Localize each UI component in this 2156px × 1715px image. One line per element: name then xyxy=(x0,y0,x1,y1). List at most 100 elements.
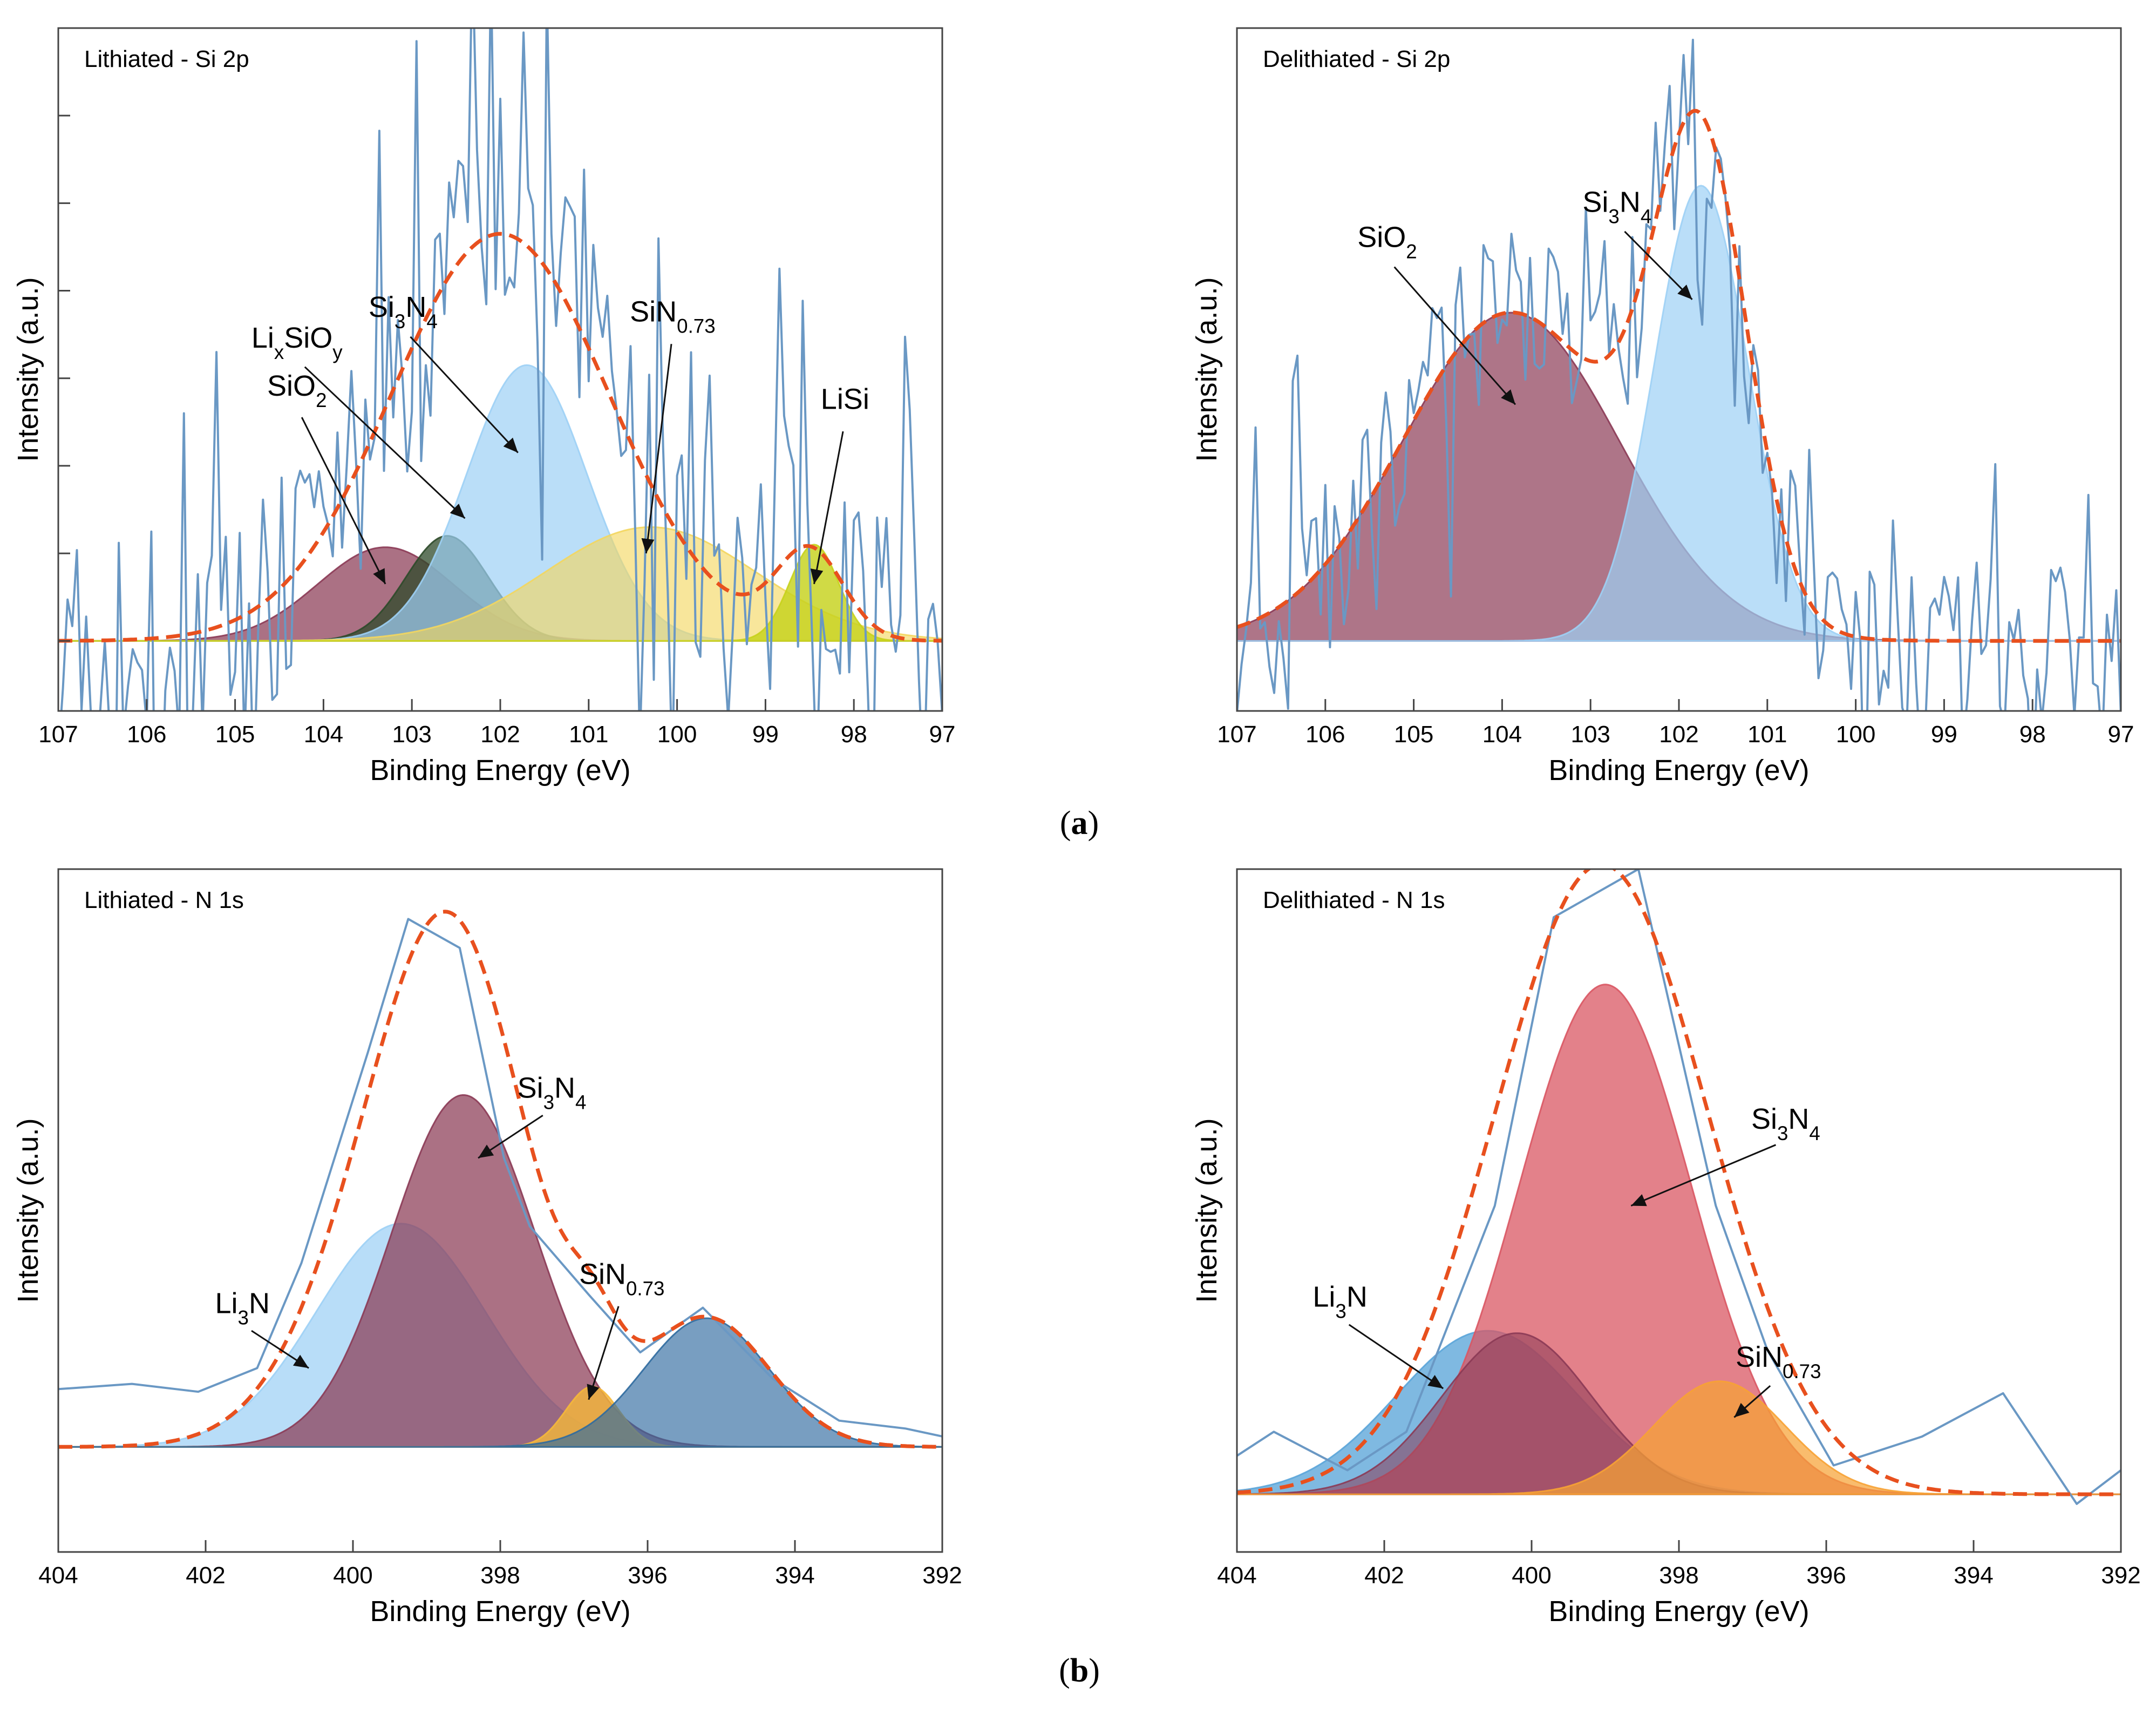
peak-label-si3n4-part: 3 xyxy=(543,1091,554,1113)
peak-label-li3n-part: N xyxy=(249,1287,270,1319)
peak-label-si3n4: Si3N4 xyxy=(518,1072,587,1113)
x-tick-label: 99 xyxy=(1931,721,1957,748)
peak-label-si3n4-part: Si xyxy=(518,1072,543,1104)
x-tick-label: 104 xyxy=(304,721,343,748)
peak-label-lisi-part: LiSi xyxy=(821,383,869,415)
annotation-arrow xyxy=(587,1306,620,1400)
peak-label-si3n4-part: N xyxy=(554,1072,575,1104)
caption-a-letter: a xyxy=(1071,805,1088,842)
x-tick-label: 396 xyxy=(1806,1562,1846,1589)
plot-area xyxy=(58,28,942,711)
x-axis-label: Binding Energy (eV) xyxy=(1548,754,1809,787)
raw-data-line xyxy=(58,918,942,1438)
panel-delithiated-n1s: 404 402 400 398 396 394 392 Binding Energy (eV)… xyxy=(1191,868,2141,1628)
envelope-fit-line xyxy=(58,232,942,643)
raw-data-line xyxy=(1237,38,2121,711)
peak-label-sin0-73: SiN0.73 xyxy=(579,1258,664,1300)
plot-area xyxy=(1237,869,2121,1505)
y-axis-label: Intensity (a.u.) xyxy=(12,1118,44,1303)
annotation-arrow xyxy=(1733,1385,1771,1418)
x-tick-label: 107 xyxy=(38,721,78,748)
peak-label-li3n-part: N xyxy=(1346,1281,1368,1313)
x-tick-label: 402 xyxy=(1364,1562,1404,1589)
peak-label-lixsioy-part: x xyxy=(274,341,284,363)
peak-label-sin0-73-part: 0.73 xyxy=(626,1277,664,1299)
annotation-arrow xyxy=(810,431,844,585)
envelope-fit-line xyxy=(1237,869,2121,1496)
x-tick-label: 404 xyxy=(38,1562,78,1589)
peak-label-si3n4-part: 3 xyxy=(395,310,405,333)
x-tick-label: 101 xyxy=(569,721,608,748)
peak-label-lixsioy-part: y xyxy=(332,341,343,363)
peak-label-li3n-part: Li xyxy=(215,1287,238,1319)
caption-a-close: ) xyxy=(1087,805,1099,842)
peak-label-si3n4-part: Si xyxy=(1751,1103,1777,1135)
plot-area xyxy=(1237,38,2121,711)
subfigure-caption-b: (b) xyxy=(998,1652,1160,1690)
x-tick-label: 105 xyxy=(215,721,255,748)
annotation-arrow xyxy=(1393,266,1516,405)
x-tick-label: 98 xyxy=(2019,721,2046,748)
peak-label-si3n4: Si3N4 xyxy=(1751,1103,1820,1144)
subfigure-caption-a: (a) xyxy=(998,804,1160,843)
y-axis-label: Intensity (a.u.) xyxy=(1191,1118,1223,1303)
envelope-fit-line xyxy=(1237,109,2121,643)
annotation-arrow xyxy=(641,343,672,554)
peak-label-sio2-part: 2 xyxy=(316,389,327,411)
peak-label-sin0-73-part: SiN xyxy=(579,1258,626,1291)
peak-label-li3n-part: Li xyxy=(1312,1281,1335,1313)
panel-title: Delithiated - Si 2p xyxy=(1263,46,1450,72)
x-axis-label: Binding Energy (eV) xyxy=(1548,1595,1809,1628)
x-tick-label: 394 xyxy=(775,1562,814,1589)
x-tick-label: 97 xyxy=(929,721,956,748)
raw-data-line xyxy=(60,28,942,711)
x-tick-label: 402 xyxy=(186,1562,225,1589)
peak-label-si3n4-part: Si xyxy=(1582,186,1608,219)
x-tick-label: 400 xyxy=(1512,1562,1551,1589)
peak-label-si3n4-part: N xyxy=(405,291,426,323)
x-tick-label: 106 xyxy=(1305,721,1345,748)
x-tick-label: 400 xyxy=(333,1562,372,1589)
peak-label-si3n4-part: 4 xyxy=(1641,205,1651,227)
peak-label-lixsioy-part: Li xyxy=(251,322,274,354)
peak-label-si3n4: Si3N4 xyxy=(1582,186,1651,228)
annotation-arrow xyxy=(1348,1324,1444,1389)
x-tick-label: 107 xyxy=(1217,721,1256,748)
x-tick-label: 104 xyxy=(1482,721,1522,748)
peak-label-lixsioy-part: SiO xyxy=(284,322,332,354)
panel-title: Lithiated - N 1s xyxy=(84,887,244,913)
x-tick-label: 98 xyxy=(841,721,867,748)
x-tick-label: 97 xyxy=(2108,721,2134,748)
peak-label-sio2-part: SiO xyxy=(1357,221,1406,253)
peak-label-si3n4-part: N xyxy=(1788,1103,1809,1135)
x-axis-label: Binding Energy (eV) xyxy=(370,1595,630,1628)
peak-label-sin0-73-part: 0.73 xyxy=(677,315,715,337)
y-axis-label: Intensity (a.u.) xyxy=(12,277,44,462)
x-tick-label: 394 xyxy=(1954,1562,1993,1589)
panel-lithiated-n1s: 404 402 400 398 396 394 392 Binding Energy (eV)… xyxy=(12,868,962,1628)
peak-label-lisi: LiSi xyxy=(821,383,869,415)
caption-b-close: ) xyxy=(1089,1652,1100,1689)
peak-label-sin0-73: SiN0.73 xyxy=(1736,1341,1821,1382)
x-tick-label: 101 xyxy=(1747,721,1787,748)
x-axis-label: Binding Energy (eV) xyxy=(370,754,630,787)
annotation-arrow xyxy=(251,1330,309,1369)
peak-label-sio2-part: 2 xyxy=(1406,240,1417,262)
panel-delithiated-si2p: 107 106 105 104 103 102 101 100 99 98 97 Binding En… xyxy=(1191,27,2134,787)
caption-b-open: ( xyxy=(1059,1652,1070,1689)
x-tick-label: 398 xyxy=(480,1562,520,1589)
peak-label-li3n: Li3N xyxy=(215,1287,270,1328)
peak-label-sio2: SiO2 xyxy=(1357,221,1417,262)
peak-label-sin0-73-part: SiN xyxy=(1736,1341,1783,1373)
annotation-arrow xyxy=(301,417,386,585)
panel-title: Lithiated - Si 2p xyxy=(84,46,249,72)
peak-label-si3n4-part: 4 xyxy=(575,1091,586,1113)
annotation-arrow xyxy=(1630,1144,1777,1206)
x-tick-label: 398 xyxy=(1659,1562,1698,1589)
peak-label-li3n-part: 3 xyxy=(238,1306,249,1328)
plot-area xyxy=(58,910,942,1449)
peak-label-sin0-73-part: SiN xyxy=(630,295,677,328)
peak-label-sin0-73: SiN0.73 xyxy=(630,295,715,337)
x-tick-label: 103 xyxy=(1570,721,1610,748)
